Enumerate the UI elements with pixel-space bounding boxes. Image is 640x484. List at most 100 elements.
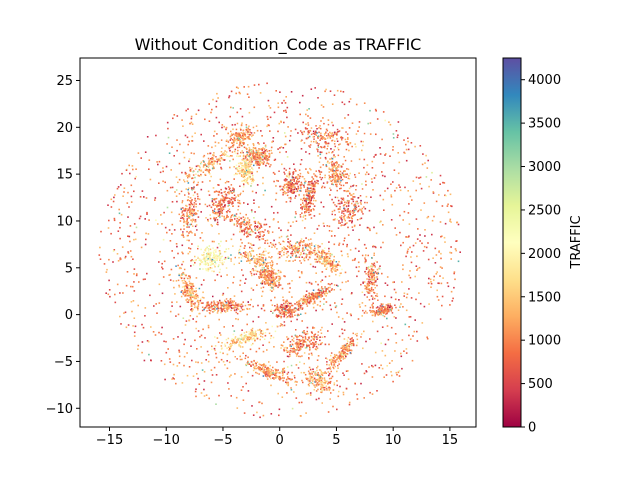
data-point (379, 194, 382, 197)
data-point (324, 286, 326, 288)
data-point (291, 296, 293, 298)
data-point (380, 246, 382, 249)
data-point (300, 186, 302, 189)
data-point (296, 183, 298, 185)
data-point (188, 226, 190, 228)
data-point (362, 213, 364, 215)
data-point (242, 141, 244, 144)
data-point (359, 218, 361, 220)
data-point (261, 264, 264, 267)
data-point (259, 235, 262, 237)
data-point (278, 279, 281, 282)
data-point (319, 256, 322, 258)
data-point (406, 252, 409, 254)
data-point (309, 209, 311, 212)
data-point (275, 192, 278, 195)
data-point (414, 319, 416, 321)
data-point (258, 265, 261, 267)
data-point (251, 190, 254, 193)
data-point (257, 316, 260, 318)
data-point (205, 247, 207, 250)
data-point (180, 295, 183, 298)
data-point (318, 250, 320, 252)
data-point (191, 199, 193, 201)
data-point (309, 213, 312, 216)
data-point (225, 140, 228, 142)
data-point (204, 249, 206, 251)
data-point (246, 168, 249, 171)
data-point (245, 172, 248, 175)
data-point (436, 295, 439, 298)
data-point (325, 152, 328, 155)
data-point (190, 259, 192, 262)
data-point (214, 260, 217, 262)
data-point (194, 233, 196, 235)
data-point (435, 254, 438, 256)
data-point (308, 201, 311, 204)
data-point (208, 194, 211, 196)
data-point (178, 213, 180, 216)
data-point (301, 206, 303, 208)
data-point (295, 170, 297, 172)
data-point (248, 363, 251, 365)
data-point (238, 137, 241, 139)
data-point (213, 217, 215, 220)
data-point (254, 225, 257, 227)
data-point (256, 254, 258, 256)
data-point (259, 152, 261, 154)
data-point (374, 266, 376, 268)
data-point (305, 208, 308, 210)
data-point (440, 282, 443, 285)
data-point (318, 255, 321, 257)
data-point (340, 136, 343, 138)
data-point (237, 220, 239, 223)
data-point (192, 194, 195, 196)
data-point (249, 148, 251, 151)
data-point (235, 196, 237, 198)
data-point (248, 96, 250, 98)
data-point (299, 242, 302, 244)
data-point (230, 395, 232, 397)
data-point (292, 178, 294, 181)
data-point (419, 145, 422, 147)
data-point (253, 147, 256, 149)
data-point (314, 184, 316, 186)
data-point (136, 273, 138, 275)
data-point (336, 218, 339, 221)
data-point (308, 197, 310, 200)
data-point (374, 287, 376, 289)
data-point (416, 238, 419, 240)
data-point (217, 208, 219, 211)
data-point (382, 198, 385, 201)
data-point (368, 284, 370, 287)
data-point (304, 198, 307, 200)
data-point (216, 163, 219, 165)
data-point (372, 302, 374, 305)
data-point (331, 132, 334, 134)
data-point (331, 267, 334, 269)
data-point (123, 187, 126, 189)
data-point (295, 220, 298, 222)
data-point (161, 268, 164, 270)
data-point (260, 130, 262, 132)
data-point (293, 183, 296, 186)
data-point (193, 152, 195, 155)
data-point (186, 205, 188, 207)
data-point (303, 214, 305, 217)
data-point (351, 220, 353, 222)
data-point (424, 235, 426, 237)
data-point (243, 230, 246, 232)
data-point (239, 133, 241, 136)
data-point (440, 235, 442, 238)
data-point (309, 190, 312, 193)
data-point (237, 149, 239, 152)
data-point (371, 181, 373, 183)
data-point (193, 186, 195, 188)
data-point (204, 173, 206, 176)
data-point (229, 219, 231, 221)
data-point (242, 171, 245, 173)
data-point (334, 268, 336, 270)
data-point (242, 274, 244, 277)
data-point (290, 256, 292, 259)
data-point (290, 187, 293, 190)
